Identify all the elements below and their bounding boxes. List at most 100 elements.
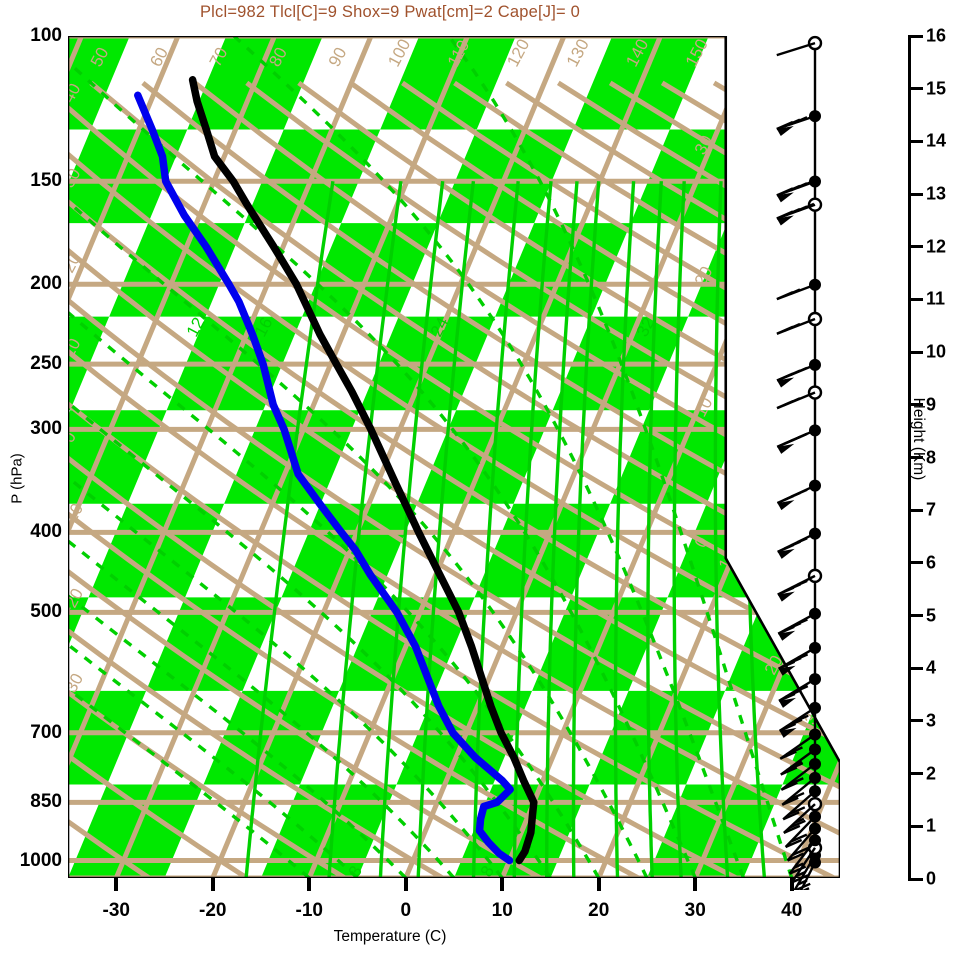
wind-barb <box>782 785 821 821</box>
wind-barb <box>777 568 823 602</box>
height-axis: Height (Km) 0 1 2 3 4 5 6 7 8 9 10 11 12 13 14 15 16 <box>900 26 961 890</box>
height-tick-label: 6 <box>926 552 937 573</box>
wind-barb <box>783 796 823 834</box>
height-tick-label: 5 <box>926 605 937 626</box>
temperature-tick-label: 10 <box>491 900 513 921</box>
wind-barb <box>777 527 821 559</box>
isotherm-label-left: 0 <box>68 429 80 446</box>
temperature-tick <box>403 878 408 891</box>
height-tick <box>908 561 923 565</box>
height-tick <box>908 245 923 249</box>
temperature-tick <box>500 878 505 891</box>
height-tick-label: 9 <box>926 394 937 415</box>
temperature-trace <box>188 76 538 865</box>
wind-barb <box>776 311 823 335</box>
height-tick <box>908 877 923 881</box>
temperature-tick-label: -10 <box>295 900 323 921</box>
skewt-plot-area: 50 60 70 80 90 100 110 120 130 140 150 160 40 30 20 10 0… <box>68 36 840 878</box>
temperature-tick <box>210 878 215 891</box>
height-tick <box>908 508 923 512</box>
height-tick-label: 10 <box>926 341 947 362</box>
wind-barb <box>786 822 821 862</box>
height-tick <box>908 350 923 354</box>
height-tick-label: 12 <box>926 236 947 257</box>
pressure-tick-label: 250 <box>30 353 62 375</box>
temperature-tick <box>693 878 698 891</box>
wind-barb <box>778 701 821 738</box>
pressure-tick-label: 150 <box>30 170 62 192</box>
pressure-tick-label: 100 <box>30 25 62 46</box>
height-tick <box>908 824 923 828</box>
wind-barb <box>779 728 821 760</box>
height-tick <box>908 34 923 38</box>
height-tick-label: 2 <box>926 763 937 784</box>
height-tick-label: 3 <box>926 710 937 731</box>
height-tick <box>908 87 923 91</box>
pressure-axis-title: P (hPa) <box>8 453 26 504</box>
height-axis-title: Height (Km) <box>910 397 927 481</box>
height-tick-label: 0 <box>926 868 937 889</box>
height-tick-label: 1 <box>926 815 937 836</box>
temperature-tick <box>114 878 119 891</box>
height-tick <box>908 403 923 407</box>
wind-barb <box>777 607 821 641</box>
height-tick-label: 15 <box>926 78 947 99</box>
wind-barb <box>784 810 821 849</box>
height-tick <box>908 719 923 723</box>
page-title: Plcl=982 Tlcl[C]=9 Shox=9 Pwat[cm]=2 Cap… <box>199 3 581 21</box>
wind-barb <box>777 641 821 676</box>
wind-barb <box>776 35 823 57</box>
temperature-tick-label: 0 <box>400 900 412 921</box>
temperature-tick-label: 30 <box>684 900 706 921</box>
wind-barb <box>776 385 823 410</box>
temperature-tick <box>596 878 601 891</box>
wind-barb-column <box>776 35 823 890</box>
wind-barb <box>780 757 821 791</box>
height-tick <box>908 772 923 776</box>
height-tick <box>908 456 923 459</box>
wind-barb <box>776 424 821 454</box>
pressure-tick-label: 200 <box>30 273 62 295</box>
dry-adiabat-label: 130 <box>563 36 593 70</box>
temperature-tick-label: 20 <box>588 900 610 921</box>
temperature-axis-title: Temperature (C) <box>333 928 447 945</box>
wind-barb <box>778 673 821 708</box>
height-tick-label: 8 <box>926 447 937 467</box>
height-tick-label: 16 <box>926 25 947 46</box>
pressure-tick-label: 1000 <box>19 849 62 871</box>
skewt-grid-svg: 50 60 70 80 90 100 110 120 130 140 150 160403020100… <box>68 36 840 878</box>
height-tick <box>908 192 923 196</box>
temperature-tick-label: -20 <box>199 900 227 921</box>
wind-barb <box>776 110 821 137</box>
pressure-tick-label: 400 <box>30 521 62 543</box>
wind-barb <box>776 479 821 511</box>
height-tick <box>908 614 923 618</box>
skewt-clip: 50 60 70 80 90 100 110 120 130 140 150 160 40 30 20 10 0… <box>68 36 840 878</box>
height-tick-label: 11 <box>926 288 946 309</box>
pressure-tick-label: 300 <box>30 418 62 440</box>
height-tick-label: 14 <box>926 130 947 151</box>
temperature-tick-label: -30 <box>102 900 130 921</box>
wind-barb <box>776 175 821 203</box>
wind-barb <box>788 834 821 875</box>
temperature-tick <box>789 878 794 891</box>
dry-adiabat-label: 90 <box>325 44 351 70</box>
height-tick-label: 7 <box>926 499 937 520</box>
temperature-tick-label: 40 <box>781 900 803 921</box>
temperature-tick <box>307 878 312 891</box>
dewpoint-trace <box>134 91 514 865</box>
pressure-tick-label: 500 <box>30 601 62 623</box>
height-tick <box>908 139 923 143</box>
height-tick <box>908 297 923 301</box>
wind-barb <box>776 197 823 226</box>
height-tick <box>908 666 923 670</box>
temperature-axis: Temperature (C) -30 -20 -10 0 10 20 30 40 <box>0 878 961 957</box>
height-tick-label: 4 <box>926 657 937 678</box>
height-tick-label: 13 <box>926 183 947 204</box>
wind-barb <box>781 771 821 806</box>
pressure-axis: P (hPa) 100 150 200 250 300 400 500 700 850 1000 <box>0 0 63 957</box>
wind-barb <box>780 743 821 776</box>
pressure-tick-label: 850 <box>30 791 62 813</box>
pressure-tick-label: 700 <box>30 721 62 743</box>
wind-barb <box>776 278 821 301</box>
